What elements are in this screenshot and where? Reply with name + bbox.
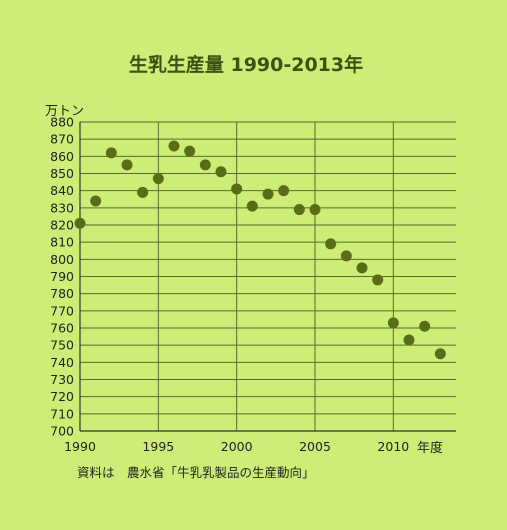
data-point — [309, 204, 321, 216]
y-tick-label: 870 — [50, 132, 74, 147]
data-point — [325, 238, 337, 250]
data-point — [372, 274, 384, 286]
data-point — [105, 147, 117, 159]
x-tick-label: 1990 — [64, 439, 96, 454]
data-point — [152, 173, 164, 185]
data-point — [293, 204, 305, 216]
y-tick-label: 720 — [50, 389, 74, 404]
y-tick-label: 810 — [50, 235, 74, 250]
y-tick-label: 850 — [50, 166, 74, 181]
source-note: 資料は 農水省「牛乳乳製品の生産動向」 — [77, 465, 315, 480]
x-tick-label: 1995 — [142, 439, 174, 454]
y-tick-label: 740 — [50, 355, 74, 370]
data-point — [246, 200, 258, 212]
data-point — [434, 348, 446, 360]
chart-title: 生乳生産量 1990-2013年 — [129, 53, 363, 76]
y-tick-label: 750 — [50, 338, 74, 353]
data-point — [215, 166, 227, 178]
y-tick-label: 820 — [50, 218, 74, 233]
y-tick-label: 830 — [50, 200, 74, 215]
y-tick-label: 770 — [50, 303, 74, 318]
x-tick-label: 2010 — [377, 439, 409, 454]
y-tick-label: 780 — [50, 286, 74, 301]
data-point — [403, 334, 415, 346]
data-point — [356, 262, 368, 274]
y-tick-label: 880 — [50, 115, 74, 130]
y-tick-label: 710 — [50, 406, 74, 421]
y-tick-label: 760 — [50, 321, 74, 336]
y-tick-label: 730 — [50, 372, 74, 387]
y-tick-label: 790 — [50, 269, 74, 284]
x-tick-label: 2000 — [221, 439, 253, 454]
data-points — [74, 140, 446, 360]
data-point — [278, 185, 290, 197]
data-point — [168, 140, 180, 152]
data-point — [90, 195, 102, 207]
data-point — [419, 320, 431, 332]
y-tick-label: 840 — [50, 183, 74, 198]
data-point — [387, 317, 399, 329]
axes — [79, 122, 456, 432]
grid-lines — [80, 121, 456, 431]
x-tick-label: 2005 — [299, 439, 331, 454]
data-point — [199, 159, 211, 171]
y-axis-unit-label: 万トン — [45, 104, 84, 119]
y-tick-label: 800 — [50, 252, 74, 267]
tick-labels: 700 710 720 730 740 750 760 770 780 790 800 810 820 8… — [50, 115, 409, 455]
data-point — [231, 183, 243, 195]
data-point — [137, 186, 149, 198]
y-tick-label: 700 — [50, 424, 74, 439]
data-point — [262, 188, 274, 200]
x-axis-unit-label: 年度 — [417, 440, 443, 456]
data-point — [121, 159, 133, 171]
data-point — [74, 217, 86, 229]
data-point — [340, 250, 352, 262]
y-tick-label: 860 — [50, 149, 74, 164]
data-point — [184, 145, 196, 157]
